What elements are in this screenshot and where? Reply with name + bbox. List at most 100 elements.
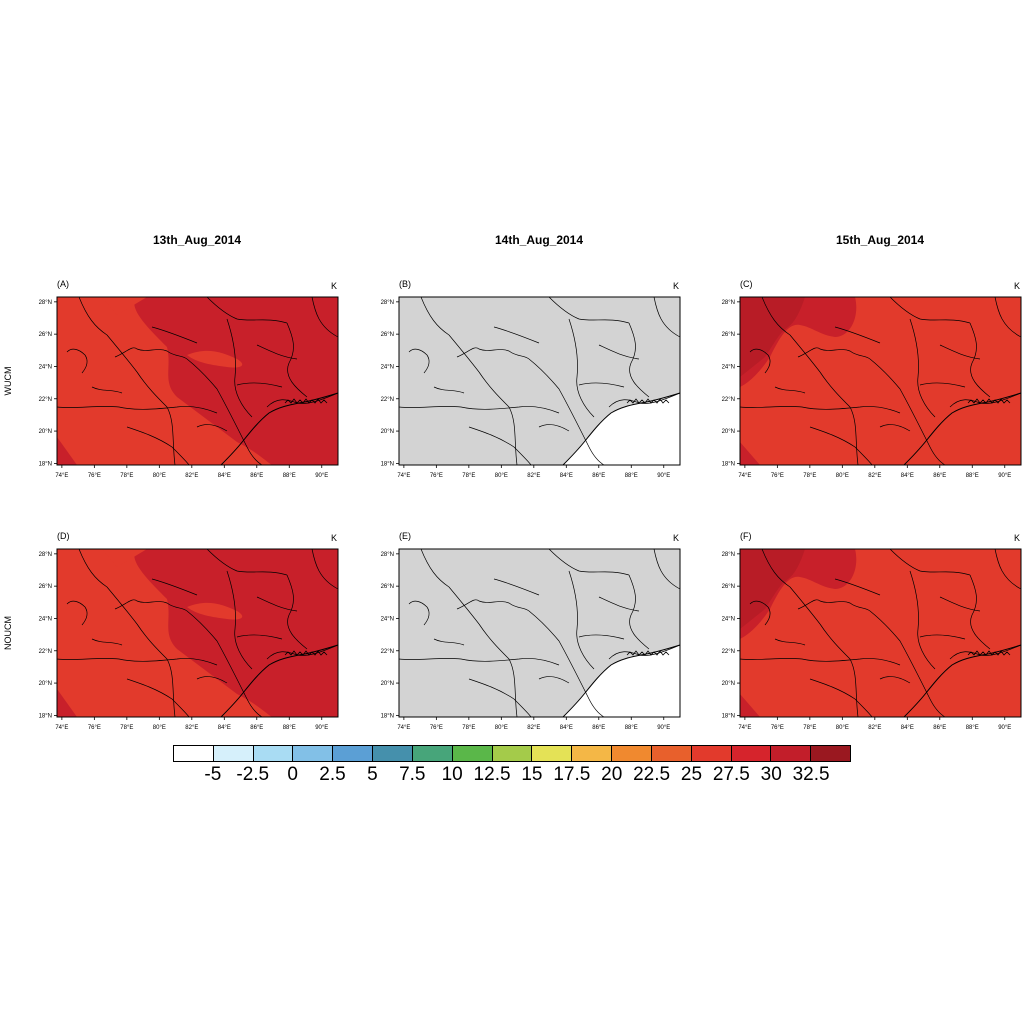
lat-tick-label: 20°N [39,429,52,435]
lat-tick-label: 28°N [39,552,52,558]
colorbar-box [731,746,772,761]
colorbar-label: 27.5 [712,764,750,785]
lon-tick-label: 84°E [901,473,914,479]
lat-tick-label: 28°N [722,300,735,306]
colorbar-label: 30 [760,764,782,785]
lat-tick-label: 24°N [381,364,394,370]
lat-tick-label: 26°N [722,584,735,590]
colorbar-label: 10 [441,764,463,785]
colorbar-box [333,746,374,761]
lon-tick-label: 88°E [966,473,979,479]
map-panel-f: 74°E 76°E 78°E 80°E 82°E 84°E 86°E 88°E 90°E 28°N… [722,548,1022,731]
colorbar-label: 15 [521,764,543,785]
lon-tick-label: 82°E [527,725,540,731]
lon-tick-label: 84°E [218,473,231,479]
lon-tick-label: 86°E [592,725,605,731]
lon-tick-label: 80°E [495,725,508,731]
lon-tick-label: 86°E [933,725,946,731]
panel-label-a: (A) [57,279,69,289]
lon-tick-label: 88°E [283,473,296,479]
lon-tick-label: 88°E [966,725,979,731]
panel-label-e: (E) [399,531,411,541]
colorbar-label: 2.5 [319,764,346,785]
lon-tick-label: 90°E [315,473,328,479]
lat-tick-label: 28°N [381,300,394,306]
lon-tick-label: 76°E [771,725,784,731]
lon-tick-label: 82°E [185,725,198,731]
lon-tick-label: 82°E [527,473,540,479]
lon-tick-label: 78°E [462,725,475,731]
lon-tick-label: 78°E [803,725,816,731]
lon-tick-label: 88°E [625,473,638,479]
lon-tick-label: 88°E [625,725,638,731]
lon-tick-label: 78°E [803,473,816,479]
colorbar-label: 32.5 [792,764,830,785]
lat-tick-label: 20°N [381,429,394,435]
lat-tick-label: 22°N [381,397,394,403]
lon-tick-label: 82°E [185,473,198,479]
colorbar-box [532,746,573,761]
lat-tick-label: 24°N [39,616,52,622]
lat-tick-label: 22°N [39,649,52,655]
colorbar-label: 12.5 [473,764,511,785]
lon-tick-label: 76°E [771,473,784,479]
lon-tick-label: 90°E [315,725,328,731]
colorbar-box [174,746,214,761]
lon-tick-label: 90°E [998,725,1011,731]
lon-tick-label: 88°E [283,725,296,731]
lon-tick-label: 74°E [55,725,68,731]
lon-tick-label: 82°E [868,473,881,479]
lat-tick-label: 20°N [722,681,735,687]
lat-tick-label: 26°N [722,332,735,338]
colorbar-box [771,746,812,761]
colorbar-box [492,746,533,761]
colorbar-label: 0 [287,764,298,785]
row-label-noucm: NOUCM [3,616,13,650]
lat-tick-label: 20°N [381,681,394,687]
colorbar-label: 22.5 [633,764,671,785]
map-panel-e: 74°E 76°E 78°E 80°E 82°E 84°E 86°E 88°E 90°E 28°N… [381,548,681,731]
lat-tick-label: 26°N [381,584,394,590]
colorbar-box [612,746,652,761]
lat-tick-label: 18°N [39,713,52,719]
lat-tick-label: 24°N [381,616,394,622]
colorbar-label: 20 [601,764,623,785]
colorbar-box [213,746,254,761]
lat-tick-label: 18°N [381,461,394,467]
lat-tick-label: 18°N [722,713,735,719]
lon-tick-label: 74°E [55,473,68,479]
lon-tick-label: 76°E [88,473,101,479]
colorbar-box [293,746,334,761]
lon-tick-label: 90°E [998,473,1011,479]
lat-tick-label: 28°N [39,300,52,306]
colorbar-label: 25 [680,764,703,785]
lat-tick-label: 22°N [39,397,52,403]
panel-label-d: (D) [57,531,70,541]
row-label-wucm: WUCM [3,366,13,396]
colorbar-box [651,746,692,761]
lat-tick-label: 18°N [39,461,52,467]
lat-tick-label: 26°N [381,332,394,338]
panel-unit-c: K [1014,281,1021,291]
lat-tick-label: 20°N [722,429,735,435]
lon-tick-label: 76°E [430,473,443,479]
lon-tick-label: 80°E [495,473,508,479]
lon-tick-label: 80°E [153,473,166,479]
lat-tick-label: 26°N [39,584,52,590]
lat-tick-label: 24°N [722,364,735,370]
colorbar-box [452,746,493,761]
panel-label-b: (B) [399,279,411,289]
map-panel-b: 74°E 76°E 78°E 80°E 82°E 84°E 86°E 88°E 90°E 28°N… [381,296,681,479]
lon-tick-label: 86°E [592,473,605,479]
lon-tick-label: 84°E [901,725,914,731]
lon-tick-label: 82°E [868,725,881,731]
lon-tick-label: 74°E [397,725,410,731]
column-title-2: 14th_Aug_2014 [494,233,584,247]
colorbar-box [811,746,851,761]
lon-tick-label: 80°E [153,725,166,731]
lon-tick-label: 84°E [560,725,573,731]
colorbar-box [412,746,453,761]
lon-tick-label: 74°E [397,473,410,479]
lon-tick-label: 90°E [657,473,670,479]
lon-tick-label: 90°E [657,725,670,731]
